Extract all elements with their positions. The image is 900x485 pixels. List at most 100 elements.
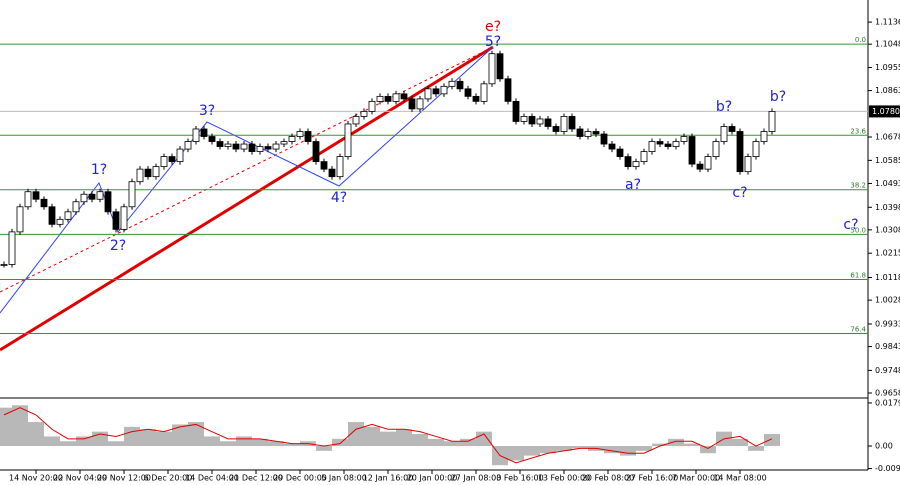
osc-bar: [108, 441, 124, 447]
fib-label: 0.0: [855, 36, 866, 44]
x-tick-label: 6 Dec 20:00: [144, 474, 193, 483]
candle: [656, 141, 664, 145]
candle: [664, 143, 672, 147]
candle: [520, 116, 528, 122]
osc-bar: [220, 441, 236, 447]
candle: [768, 111, 776, 132]
y-tick-label: 1.0678: [875, 133, 900, 142]
candle: [32, 191, 40, 200]
candle: [760, 131, 768, 142]
candle: [368, 100, 376, 112]
y-tick-label: 1.0028: [875, 296, 900, 305]
candle: [608, 143, 616, 150]
osc-bar: [668, 438, 684, 447]
candle: [624, 156, 632, 168]
x-tick-label: 14 Mar 08:00: [713, 474, 766, 483]
candle: [440, 85, 448, 95]
wave-label: c?: [843, 217, 858, 233]
candle: [40, 198, 48, 208]
osc-bar: [700, 446, 716, 454]
candle: [568, 116, 576, 130]
candle: [296, 131, 304, 137]
candle: [216, 141, 224, 147]
candle: [232, 143, 240, 150]
osc-bar: [732, 438, 748, 447]
candle: [152, 166, 160, 178]
candle: [744, 156, 752, 173]
trend-line-dotted: [0, 46, 494, 293]
candle: [416, 98, 424, 110]
y-tick-label: 0.9843: [875, 342, 900, 351]
candle: [248, 143, 256, 152]
osc-bar: [0, 407, 12, 447]
osc-bar: [380, 431, 396, 447]
x-tick-label: 5 Jan 08:00: [321, 474, 367, 483]
candle: [544, 118, 552, 127]
x-tick-label: 7 Mar 00:00: [672, 474, 720, 483]
candle: [376, 95, 384, 102]
candle: [472, 95, 480, 102]
candle: [320, 161, 328, 170]
candle: [288, 136, 296, 142]
osc-bar: [28, 422, 44, 447]
candle: [704, 156, 712, 170]
candle: [168, 156, 176, 163]
y-tick-label: 1.1048: [875, 40, 900, 49]
candle: [560, 116, 568, 132]
candle: [496, 53, 504, 80]
osc-bar: [44, 436, 60, 447]
osc-bar: [396, 429, 412, 447]
candle: [304, 131, 312, 142]
candle: [592, 131, 600, 135]
candle: [56, 218, 64, 225]
wave-label: 3?: [199, 103, 215, 119]
candle: [728, 126, 736, 132]
candle: [392, 93, 400, 102]
candle: [488, 53, 496, 85]
candle: [264, 146, 272, 150]
osc-bar: [156, 431, 172, 447]
candle: [752, 141, 760, 157]
candle: [280, 141, 288, 145]
y-tick-label: 1.0955: [875, 63, 900, 72]
candle: [24, 191, 32, 208]
candle: [424, 88, 432, 100]
osc-y-tick-label: 0.00: [875, 442, 893, 451]
candle: [192, 128, 200, 142]
x-tick-label: 29 Nov 12:00: [97, 474, 151, 483]
candle: [432, 88, 440, 95]
candle: [400, 93, 408, 100]
osc-bar: [508, 446, 524, 461]
trend-line: [0, 45, 494, 352]
candle: [512, 100, 520, 122]
osc-bar: [764, 434, 780, 447]
osc-bar: [12, 405, 28, 447]
wave-label: b?: [770, 89, 786, 105]
osc-y-tick-label: -0.0094: [875, 464, 900, 473]
candle: [736, 131, 744, 173]
wave-label: 2?: [110, 238, 126, 254]
candle: [312, 141, 320, 163]
y-tick-label: 1.0308: [875, 225, 900, 234]
osc-bar: [172, 424, 188, 447]
osc-bar: [332, 438, 348, 447]
wave-label: c?: [732, 185, 747, 201]
candle: [8, 231, 16, 265]
candle: [112, 211, 120, 230]
candle: [128, 181, 136, 208]
x-tick-label: 20 Jan 00:00: [407, 474, 458, 483]
y-tick-label: 1.0118: [875, 273, 900, 282]
candle: [552, 126, 560, 132]
x-tick-label: 27 Jan 08:00: [451, 474, 502, 483]
candle: [144, 168, 152, 178]
osc-bar: [412, 434, 428, 447]
wave-label: 5?: [485, 34, 501, 50]
osc-bar: [748, 446, 764, 451]
x-tick-label: 14 Dec 04:00: [185, 474, 239, 483]
candle: [48, 206, 56, 225]
fib-label: 23.6: [850, 127, 866, 135]
candle: [696, 163, 704, 170]
candle: [384, 95, 392, 102]
last-price-box: [869, 105, 900, 118]
wave-label: e?: [485, 19, 501, 35]
